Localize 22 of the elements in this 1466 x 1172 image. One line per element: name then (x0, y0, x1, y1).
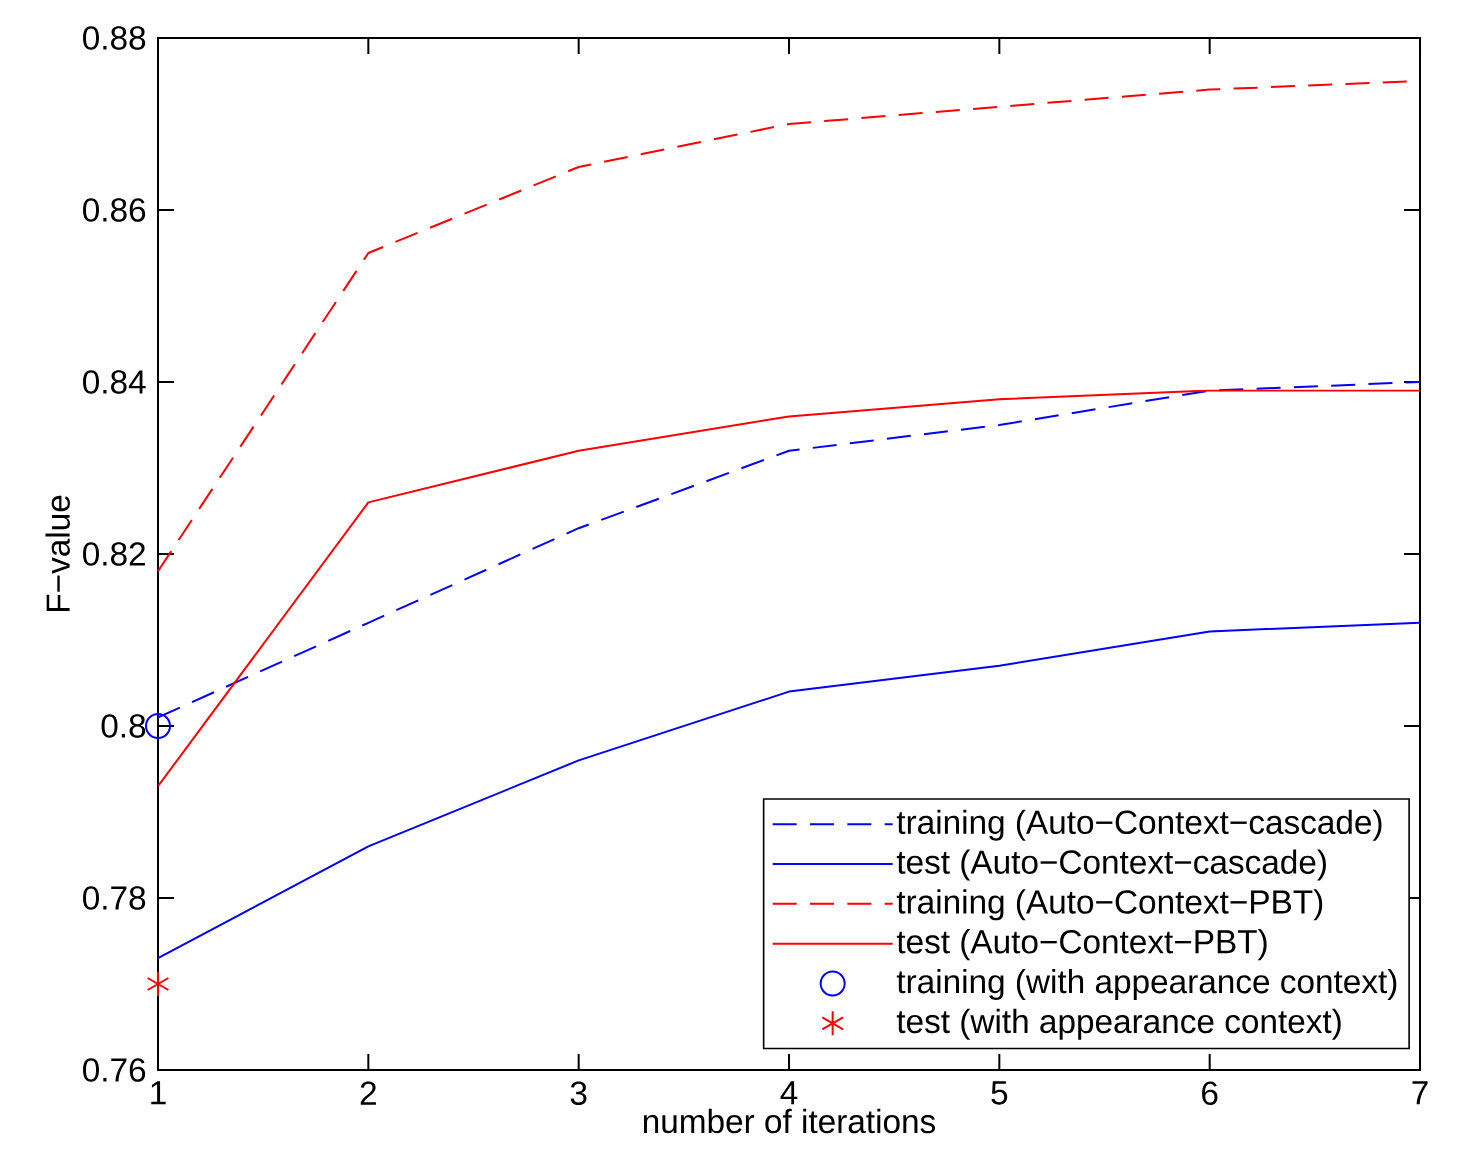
y-tick-label: 0.88 (83, 26, 146, 50)
x-tick-label: 5 (991, 1081, 1008, 1105)
legend-label: test (Auto−Context−PBT) (896, 929, 1267, 961)
x-tick-label: 7 (1412, 1081, 1428, 1105)
y-tick-label: 0.86 (83, 198, 146, 222)
y-axis-title: F−value (45, 495, 70, 612)
x-tick-label: 6 (1202, 1081, 1218, 1105)
x-axis-title: number of iterations (643, 1108, 936, 1134)
y-tick-label: 0.8 (101, 714, 146, 738)
y-tick-label: 0.76 (83, 1058, 146, 1082)
legend-label: training (Auto−Context−cascade) (896, 809, 1382, 841)
y-tick-label: 0.78 (83, 886, 146, 910)
x-tick-label: 1 (151, 1081, 166, 1105)
x-tick-label: 2 (360, 1081, 376, 1105)
y-tick-label: 0.82 (83, 542, 145, 566)
y-tick-label: 0.84 (83, 370, 146, 394)
legend-label: test (with appearance context) (896, 1008, 1341, 1040)
legend-label: test (Auto−Context−cascade) (896, 849, 1326, 881)
legend-label: training (with appearance context) (896, 968, 1397, 1000)
x-tick-label: 4 (780, 1081, 798, 1105)
x-tick-label: 3 (570, 1081, 587, 1105)
legend-label: training (Auto−Context−PBT) (896, 889, 1323, 921)
